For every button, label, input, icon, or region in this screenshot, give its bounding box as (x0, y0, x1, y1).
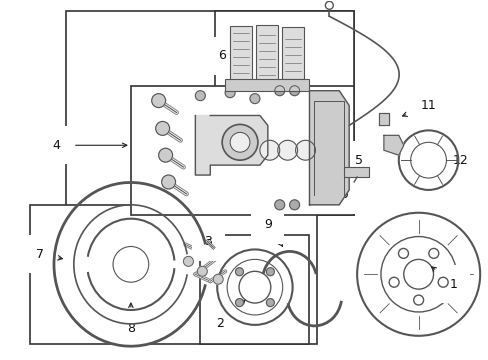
Text: 8: 8 (126, 303, 135, 336)
Bar (230, 26, 251, 81)
Text: 10: 10 (333, 185, 349, 201)
Circle shape (151, 94, 165, 108)
Polygon shape (195, 116, 267, 175)
Polygon shape (383, 135, 403, 155)
Circle shape (224, 88, 235, 98)
Circle shape (398, 248, 407, 258)
Circle shape (277, 140, 297, 160)
Circle shape (428, 248, 438, 258)
Text: 9: 9 (264, 218, 282, 246)
Circle shape (289, 200, 299, 210)
Circle shape (274, 200, 284, 210)
Text: 12: 12 (451, 154, 467, 167)
Text: 5: 5 (337, 147, 363, 167)
Bar (200, 235, 309, 344)
Circle shape (195, 91, 205, 100)
Text: 3: 3 (204, 235, 215, 251)
Circle shape (158, 148, 172, 162)
Circle shape (388, 277, 398, 287)
Circle shape (213, 274, 223, 284)
Circle shape (413, 295, 423, 305)
Circle shape (222, 125, 257, 160)
Polygon shape (378, 113, 388, 125)
Bar (281, 27, 303, 79)
Circle shape (155, 121, 169, 135)
Circle shape (162, 175, 175, 189)
Bar (255, 25, 277, 83)
Text: 4: 4 (52, 139, 126, 152)
Text: 2: 2 (216, 300, 244, 330)
Text: 1: 1 (431, 267, 456, 291)
Circle shape (266, 268, 274, 276)
Bar (224, 79, 309, 91)
Bar (215, 11, 353, 96)
Circle shape (235, 268, 243, 276)
Polygon shape (309, 91, 348, 205)
Text: 6: 6 (218, 49, 245, 65)
Circle shape (235, 299, 243, 307)
Circle shape (295, 140, 315, 160)
Bar (66, 11, 353, 215)
Circle shape (437, 277, 447, 287)
Bar (30, 205, 317, 344)
Circle shape (266, 299, 274, 307)
Circle shape (249, 94, 259, 104)
Text: 7: 7 (36, 248, 62, 261)
Circle shape (325, 1, 333, 9)
Bar (344, 167, 368, 177)
Circle shape (259, 140, 279, 160)
Circle shape (197, 266, 207, 276)
Text: 11: 11 (402, 99, 436, 116)
Circle shape (289, 86, 299, 96)
Circle shape (230, 132, 249, 152)
Circle shape (274, 86, 284, 96)
Bar (131, 86, 353, 215)
Circle shape (183, 256, 193, 266)
